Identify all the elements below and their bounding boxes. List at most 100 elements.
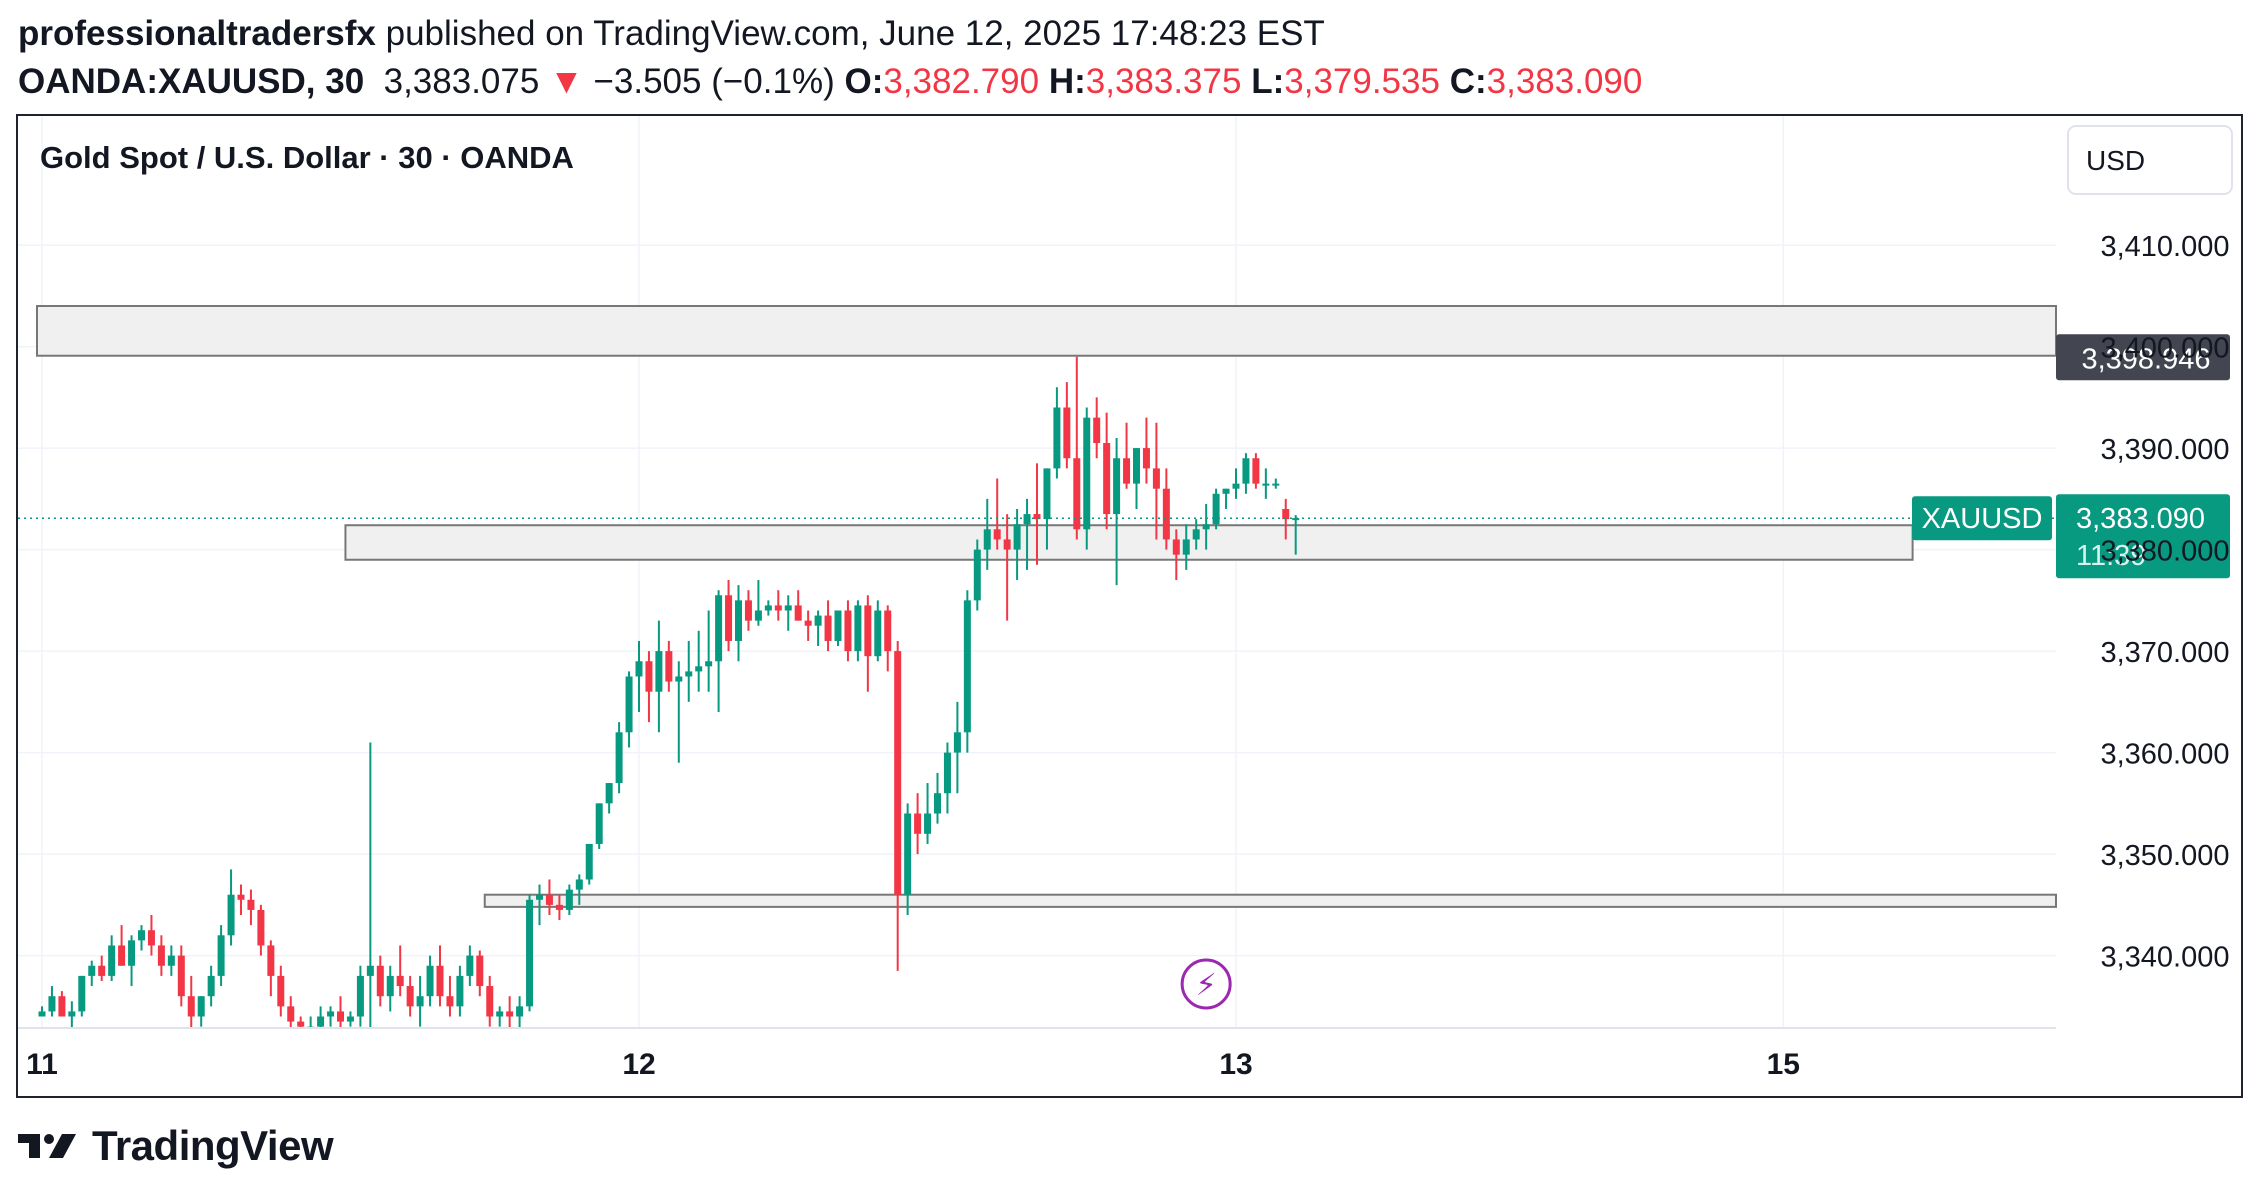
candle-body (794, 605, 802, 621)
candle (725, 580, 733, 652)
candle (217, 925, 225, 987)
candle (1083, 407, 1091, 550)
candle (476, 950, 484, 997)
axes: 3,340.000 3,350.000 3,360.000 3,370.000 3,38… (18, 231, 2230, 1081)
candle-body (366, 965, 374, 976)
candle-body (764, 605, 772, 611)
candle-body (1113, 458, 1121, 515)
candle (904, 803, 912, 915)
candle (565, 884, 573, 915)
candle (426, 955, 434, 1007)
candle-body (744, 600, 752, 621)
down-arrow-icon: ▼ (549, 62, 584, 101)
high-value: 3,383.375 (1085, 62, 1242, 101)
candle (764, 600, 772, 616)
candle-body (1172, 539, 1180, 555)
candle (715, 590, 723, 712)
candle-body (317, 1016, 325, 1027)
candle (924, 783, 932, 844)
candle-body (277, 975, 285, 1007)
candle-body (1133, 448, 1140, 484)
candle-body (1053, 407, 1061, 469)
candle (376, 955, 384, 1007)
candle-body (58, 996, 66, 1017)
symbol-tag (1912, 496, 2052, 541)
candle-body (844, 610, 852, 652)
event-marker-icon (1180, 958, 1232, 1010)
candle (1123, 422, 1131, 489)
author-name[interactable]: professionaltradersfx (18, 14, 376, 53)
candle (337, 996, 344, 1028)
candle (317, 1006, 325, 1028)
candle (1162, 468, 1170, 550)
y-tick-label: 3,410.000 (2100, 231, 2229, 263)
symbol-interval: OANDA:XAUUSD, 30 (18, 62, 365, 101)
y-tick-label: 3,390.000 (2100, 434, 2229, 466)
candle (834, 610, 842, 647)
candle (774, 590, 782, 621)
candle (88, 960, 96, 987)
candle-body (38, 1011, 46, 1017)
open-value: 3,382.790 (883, 62, 1040, 101)
zone-rect (36, 305, 2057, 357)
symbol-tag-text: XAUUSD (1922, 503, 2043, 535)
candle-body (814, 615, 822, 626)
currency-button-bg (2067, 125, 2233, 195)
candle-body (118, 945, 126, 966)
candle (327, 1006, 335, 1027)
candle-body (138, 930, 145, 941)
price-chart[interactable]: 3,398.946 XAUUSD 3,383.090 11:39 ⚡ Gold Spot … (18, 116, 2241, 1096)
candle-body (645, 661, 653, 692)
candle (486, 975, 494, 1027)
chart-panel[interactable]: 3,398.946 XAUUSD 3,383.090 11:39 ⚡ Gold Spot … (16, 114, 2243, 1098)
candle (466, 945, 474, 987)
high-label: H: (1048, 62, 1086, 101)
candle-body (78, 975, 86, 1012)
candle (1252, 453, 1260, 489)
candle (1172, 529, 1180, 581)
candle-body (894, 651, 902, 895)
candle-body (934, 793, 941, 814)
candle-body (834, 610, 842, 641)
candle (864, 595, 872, 692)
currency-button[interactable]: USD (2067, 125, 2233, 195)
candle-body (804, 620, 812, 626)
candle (545, 879, 553, 915)
candle-body (267, 945, 275, 976)
candle (257, 904, 265, 956)
candle-body (88, 965, 96, 976)
candle (1232, 468, 1240, 499)
candle (1113, 437, 1121, 586)
candle (1053, 387, 1061, 479)
candle-body (346, 1016, 354, 1022)
candle (456, 965, 464, 1017)
candle-body (914, 813, 922, 834)
last-price-value: 3,383.090 (2076, 503, 2205, 535)
candle (247, 889, 255, 926)
last-price-label (2056, 494, 2230, 579)
candle-body (1162, 488, 1170, 540)
candle (1152, 422, 1160, 540)
candle-body (1242, 458, 1250, 484)
candle-body (1192, 529, 1200, 540)
candle (307, 1016, 315, 1029)
candle (754, 580, 762, 626)
candle (1282, 498, 1290, 540)
candle-body (436, 965, 444, 997)
currency-label: USD (2086, 145, 2145, 176)
candle-body (386, 975, 394, 997)
tradingview-logo[interactable]: TradingView (18, 1122, 334, 1170)
bar-countdown: 11:39 (2076, 540, 2146, 572)
candle (884, 605, 892, 672)
candle-body (446, 996, 454, 1007)
candle-body (1123, 458, 1131, 484)
ohlc-line: OANDA:XAUUSD, 30 3,383.075 ▼ −3.505 (−0.… (18, 58, 1642, 106)
candle-body (68, 1011, 76, 1017)
low-value: 3,379.535 (1284, 62, 1440, 101)
candle (555, 894, 563, 921)
candle (804, 610, 812, 641)
candle (784, 595, 792, 631)
candle-body (167, 955, 175, 966)
candle (575, 874, 583, 905)
y-tick-label: 3,400.000 (2100, 333, 2229, 365)
